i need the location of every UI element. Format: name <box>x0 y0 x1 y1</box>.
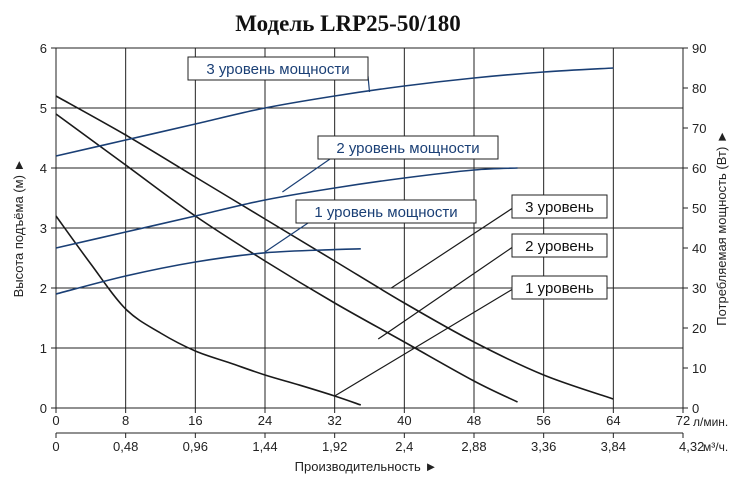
x-m3h-tick-label: 4,32 <box>679 439 704 454</box>
chart-title: Модель LRP25-50/180 <box>235 11 460 36</box>
y-right-tick-label: 30 <box>692 281 706 296</box>
callout-box <box>511 275 608 300</box>
y-left-tick-label: 2 <box>40 281 47 296</box>
callout-label: 3 уровень мощности <box>206 61 349 78</box>
callout-box <box>511 194 608 219</box>
x-lpm-tick-label: 64 <box>606 413 620 428</box>
y-right-tick-label: 40 <box>692 241 706 256</box>
x-lpm-tick-label: 8 <box>122 413 129 428</box>
y-left-tick-label: 4 <box>40 161 47 176</box>
callout-label: 2 уровень мощности <box>336 140 479 157</box>
x-m3h-tick-label: 3,36 <box>531 439 556 454</box>
x-unit-bottom: м³/ч. <box>703 440 728 454</box>
y-right-tick-label: 70 <box>692 121 706 136</box>
x-lpm-tick-label: 32 <box>327 413 341 428</box>
x-lpm-tick-label: 72 <box>676 413 690 428</box>
x-m3h-tick-label: 1,92 <box>322 439 347 454</box>
head-curve <box>55 113 518 403</box>
x-axis-label: Производительность ► <box>295 459 438 474</box>
power-curve <box>55 248 361 295</box>
y-right-tick-label: 90 <box>692 41 706 56</box>
x-m3h-tick-label: 2,88 <box>461 439 486 454</box>
callout-label: 2 уровень <box>525 238 594 255</box>
x-lpm-tick-label: 0 <box>52 413 59 428</box>
callout-leader <box>264 222 309 253</box>
x-lpm-tick-label: 24 <box>258 413 272 428</box>
callout-leader <box>282 158 331 193</box>
y-right-tick-label: 80 <box>692 81 706 96</box>
callout-leader <box>334 288 513 397</box>
callout-box <box>187 56 369 81</box>
x-m3h-tick-label: 3,84 <box>601 439 626 454</box>
grid <box>55 47 684 409</box>
x-m3h-tick-label: 1,44 <box>252 439 277 454</box>
x-lpm-tick-label: 48 <box>467 413 481 428</box>
head-curve <box>55 95 614 400</box>
callout-label: 3 уровень <box>525 199 594 216</box>
y-axis-left-label: Высота подъёма (м) ► <box>11 159 26 298</box>
power-curve <box>55 67 614 157</box>
callout-label: 1 уровень мощности <box>314 204 457 221</box>
curves <box>55 67 614 406</box>
x-lpm-tick-label: 40 <box>397 413 411 428</box>
y-right-tick-label: 20 <box>692 321 706 336</box>
callout-box <box>511 233 608 258</box>
y-left-tick-label: 6 <box>40 41 47 56</box>
x-lpm-tick-label: 56 <box>536 413 550 428</box>
x-m3h-tick-label: 0,48 <box>113 439 138 454</box>
callout-label: 1 уровень <box>525 280 594 297</box>
power-curve <box>55 167 518 249</box>
callouts: 3 уровень мощности 2 уровень мощности 1 ур… <box>187 56 608 397</box>
callout-box <box>317 135 499 160</box>
head-curve <box>55 215 362 406</box>
y-right-tick-label: 60 <box>692 161 706 176</box>
y-left-tick-label: 3 <box>40 221 47 236</box>
callout-leader <box>377 247 513 340</box>
x-m3h-tick-label: 0 <box>52 439 59 454</box>
callout-leader <box>390 207 513 289</box>
x-lpm-tick-label: 16 <box>188 413 202 428</box>
x-m3h-tick-label: 0,96 <box>183 439 208 454</box>
x-unit-top: л/мин. <box>693 415 728 429</box>
y-left-tick-label: 0 <box>40 401 47 416</box>
x-m3h-tick-label: 2,4 <box>395 439 413 454</box>
y-right-tick-label: 10 <box>692 361 706 376</box>
y-left-tick-label: 5 <box>40 101 47 116</box>
y-left-tick-label: 1 <box>40 341 47 356</box>
y-right-tick-label: 0 <box>692 401 699 416</box>
y-axis-right-label: Потребляемая мощность (Вт) ► <box>714 130 729 326</box>
y-right-tick-label: 50 <box>692 201 706 216</box>
callout-box <box>295 199 477 224</box>
